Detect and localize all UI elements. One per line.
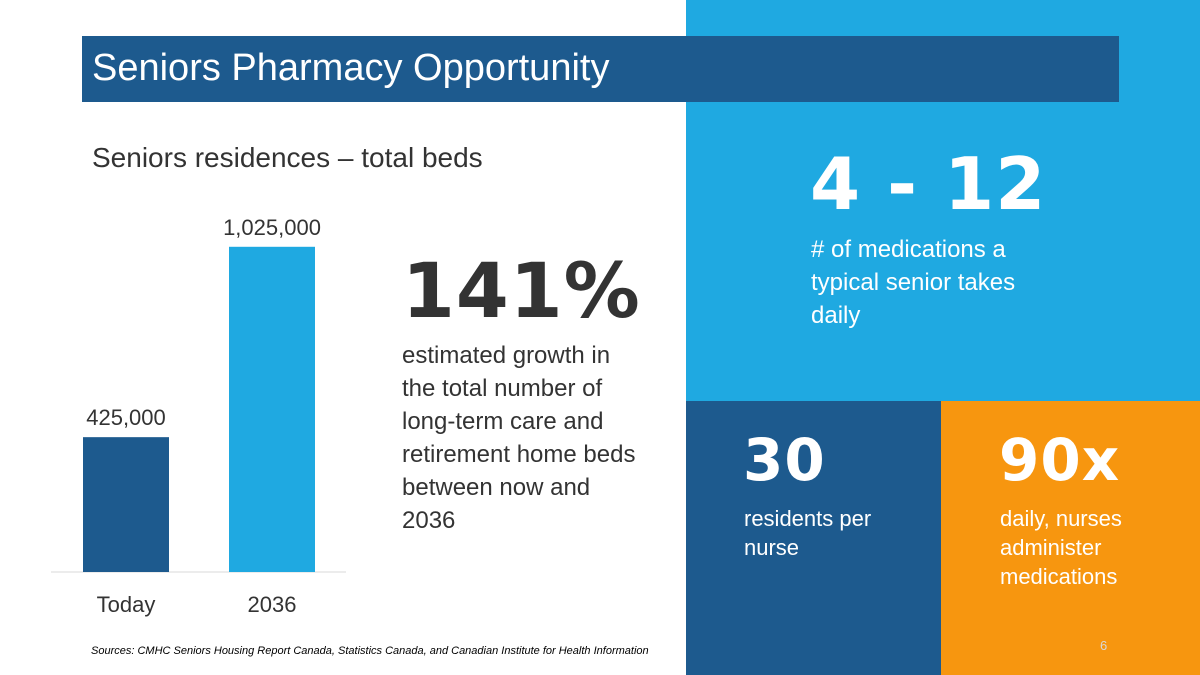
data-label-2036: 1,025,000 bbox=[223, 215, 321, 240]
x-tick-label-today: Today bbox=[97, 592, 156, 617]
x-tick-label-2036: 2036 bbox=[248, 592, 297, 617]
nurses-text: daily, nurses administer medications bbox=[1000, 506, 1122, 589]
residents-panel bbox=[686, 401, 941, 675]
growth-text: estimated growth in the total number of … bbox=[402, 342, 636, 534]
bar-today bbox=[83, 437, 169, 572]
growth-value: 141% bbox=[402, 246, 641, 335]
chart-title: Seniors residences – total beds bbox=[92, 142, 483, 173]
sources-note: Sources: CMHC Seniors Housing Report Can… bbox=[91, 645, 649, 657]
data-label-today: 425,000 bbox=[86, 405, 166, 430]
medications-text: # of medications a typical senior takes … bbox=[811, 236, 1016, 329]
title-bar: Seniors Pharmacy Opportunity bbox=[82, 36, 1119, 102]
bar-2036 bbox=[229, 246, 315, 572]
page-number: 6 bbox=[1100, 638, 1108, 653]
residents-text: residents per nurse bbox=[744, 506, 872, 560]
slide-title: Seniors Pharmacy Opportunity bbox=[92, 47, 610, 89]
bar-chart: 425,000 Today 1,025,000 2036 bbox=[51, 215, 346, 617]
nurses-value: 90x bbox=[999, 426, 1121, 494]
medications-value: 4 - 12 bbox=[810, 142, 1047, 226]
residents-value: 30 bbox=[743, 426, 826, 494]
nurses-panel bbox=[941, 401, 1200, 675]
